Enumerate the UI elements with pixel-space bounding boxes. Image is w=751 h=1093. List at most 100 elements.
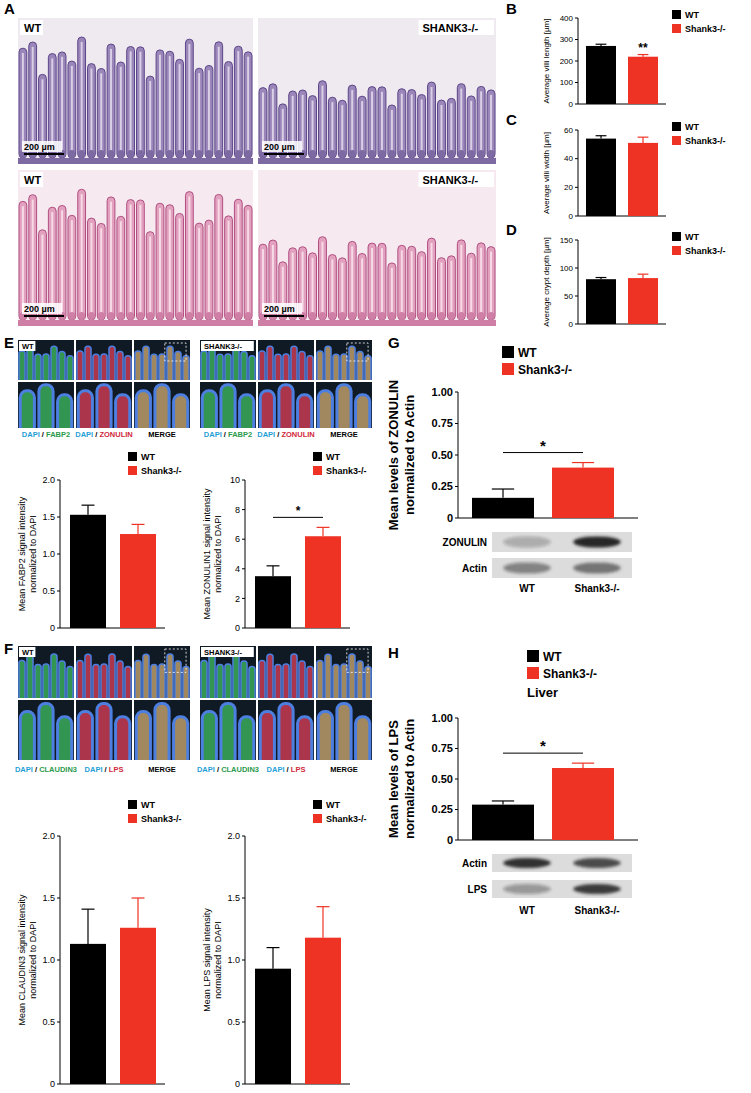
- blot-lane-label: Shank3-/-: [574, 583, 619, 594]
- crypt: [235, 150, 242, 158]
- villus: [78, 712, 92, 760]
- blot-band: [573, 884, 621, 894]
- crypt: [108, 312, 115, 320]
- villus: [205, 220, 213, 320]
- chart: 00.250.500.751.00Mean levels of ZONULINn…: [386, 346, 638, 530]
- tick-label: 100: [560, 78, 574, 87]
- error-cap: [596, 135, 607, 136]
- crypt: [137, 150, 144, 158]
- channel-label: DAPI / CLAUDIN3: [197, 765, 259, 774]
- villus: [77, 351, 83, 380]
- bars: [255, 907, 341, 1084]
- bar: [628, 278, 658, 324]
- villus: [174, 717, 188, 760]
- channel-label-part: DAPI: [197, 765, 215, 774]
- channel-label-part: DAPI: [15, 765, 33, 774]
- image-label: SHANK3-/-: [204, 648, 242, 657]
- villus: [357, 661, 363, 698]
- blot-strip: [492, 558, 632, 578]
- micrograph: [18, 18, 253, 164]
- crypt: [458, 150, 465, 158]
- channel-label-part: DAPI: [257, 430, 275, 439]
- crypt: [428, 150, 435, 158]
- legend-label: Shank3-/-: [326, 466, 367, 476]
- legend-swatch: [313, 452, 322, 461]
- villus: [267, 346, 273, 380]
- villus: [299, 661, 305, 698]
- panel-letter: E: [4, 334, 14, 351]
- villus-core: [159, 55, 161, 151]
- channel-label-part: DAPI: [22, 430, 40, 439]
- error-cap: [492, 800, 514, 801]
- villus: [338, 100, 346, 158]
- bar: [586, 46, 616, 104]
- axis-title-line: normalized to Actin: [402, 395, 417, 515]
- image-label: WT: [24, 22, 41, 34]
- villus-core: [411, 94, 413, 151]
- error-cap: [492, 488, 514, 489]
- error-bar: [572, 763, 594, 768]
- villus-core: [237, 204, 239, 313]
- villus: [388, 105, 396, 158]
- villus-core: [81, 194, 83, 313]
- fluorescence-image: [200, 700, 256, 760]
- villus-core: [130, 204, 132, 313]
- villus: [68, 61, 76, 158]
- crypt: [398, 150, 405, 158]
- legend-label: WT: [326, 452, 340, 462]
- crypt: [309, 312, 316, 320]
- error-cap: [596, 277, 607, 278]
- villus-core: [218, 47, 220, 151]
- villus: [27, 654, 33, 698]
- tick-label: 0.50: [432, 449, 453, 461]
- villus: [101, 664, 107, 698]
- villus: [438, 258, 446, 320]
- villus: [358, 253, 366, 320]
- tick-label: 0: [447, 512, 453, 524]
- legend-swatch: [128, 814, 137, 823]
- villus-core: [90, 223, 92, 313]
- crypt: [117, 150, 124, 158]
- error-stem: [137, 898, 138, 928]
- crypt: [319, 312, 326, 320]
- legend-swatch: [502, 363, 514, 375]
- tick-label: 10: [230, 475, 240, 485]
- tick-label: 1.5: [42, 893, 55, 903]
- chart: Liver00.250.500.751.00Mean levels of LPS…: [386, 650, 638, 846]
- villus: [341, 354, 347, 380]
- label-bg: [262, 303, 302, 314]
- villus-core: [421, 99, 423, 151]
- villus: [97, 223, 105, 320]
- blot-band: [573, 562, 621, 573]
- villus-core: [431, 87, 433, 151]
- blot-strip: [492, 532, 632, 552]
- error-bar: [267, 948, 280, 969]
- villus: [215, 42, 223, 158]
- tick-label: 100: [560, 264, 574, 273]
- bar: [305, 938, 341, 1084]
- villus: [341, 664, 347, 698]
- villus: [234, 199, 242, 320]
- channel-label-part: LPS: [291, 765, 306, 774]
- crypt: [206, 312, 213, 320]
- legend-label: WT: [141, 800, 155, 810]
- villus: [337, 385, 351, 428]
- villus: [225, 216, 233, 320]
- fluorescence-image: [18, 340, 74, 380]
- villus: [438, 100, 446, 158]
- axis-title-line: Mean ZONULIN1 signal intensity: [202, 488, 212, 620]
- crypt: [418, 150, 425, 158]
- tick-label: 1.5: [227, 893, 240, 903]
- bar: [586, 139, 616, 216]
- villus-core: [130, 51, 132, 151]
- villus: [283, 354, 289, 380]
- villus-core: [431, 243, 433, 313]
- villus: [378, 243, 386, 320]
- villus-core: [169, 210, 171, 313]
- error-cap: [132, 524, 145, 525]
- channel-label: DAPI / FABP2: [204, 430, 252, 439]
- villus-core: [218, 199, 220, 313]
- villus: [215, 194, 223, 320]
- villus: [136, 712, 150, 760]
- error-cap: [638, 137, 649, 138]
